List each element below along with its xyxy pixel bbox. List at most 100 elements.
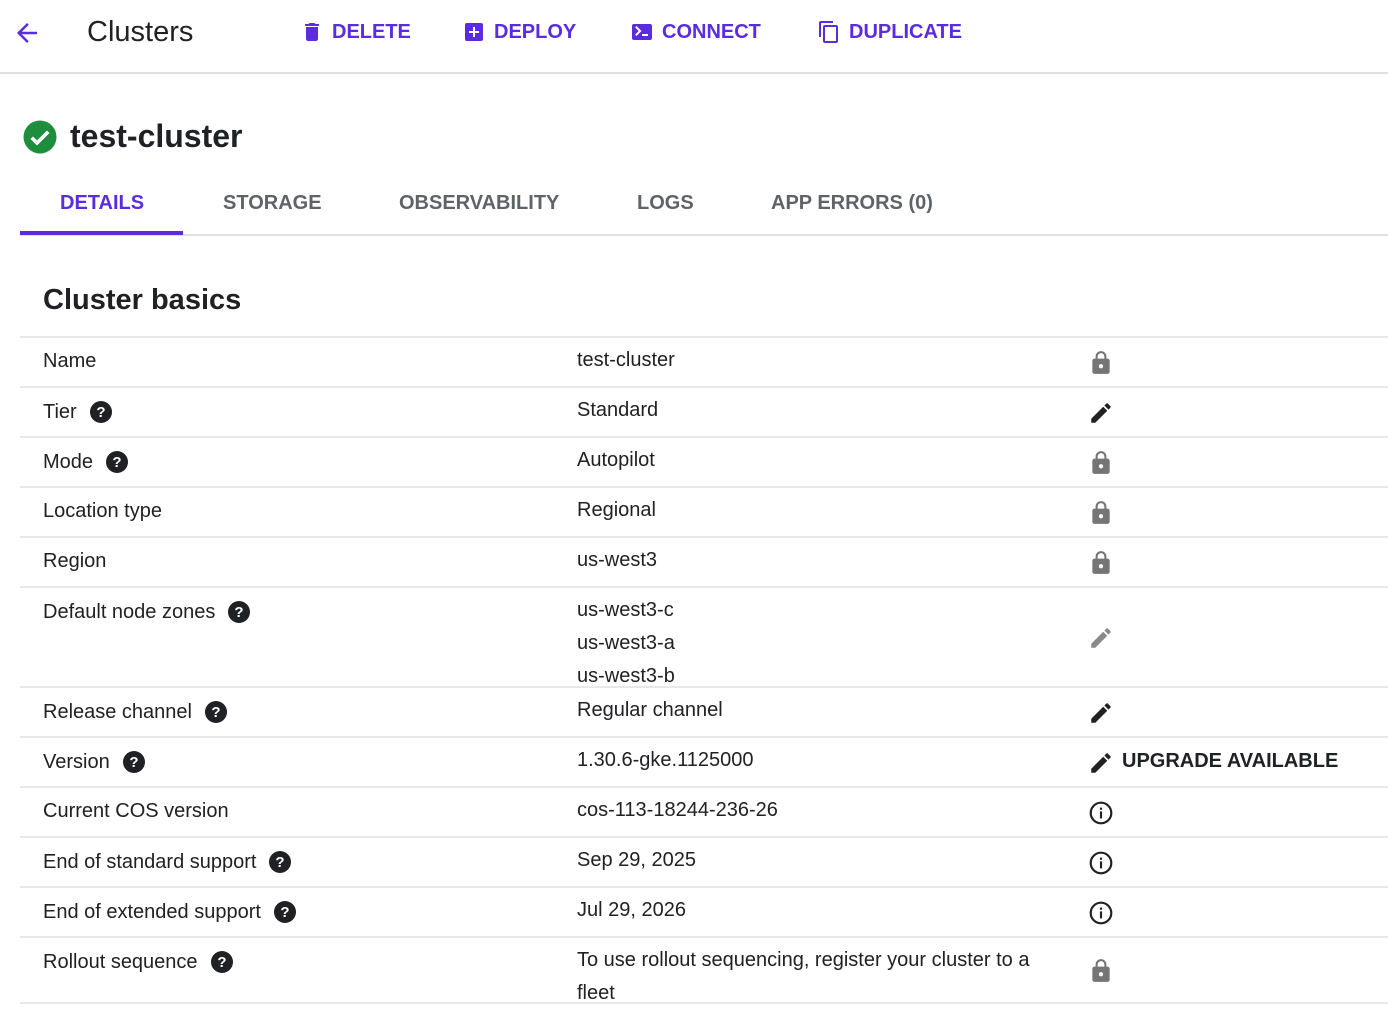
row-value: us-west3 (577, 549, 658, 571)
help-icon[interactable]: ? (204, 700, 228, 724)
svg-text:?: ? (217, 954, 226, 971)
row-label: Default node zones? (43, 600, 251, 624)
row-label: Current COS version (43, 800, 229, 823)
row-label: Region (43, 550, 106, 573)
terminal-icon (632, 24, 652, 40)
row-value: Standard (577, 399, 659, 421)
value-line: us-west3-b (577, 665, 675, 687)
row-label: Mode? (43, 450, 129, 474)
tab-details[interactable]: DETAILS (60, 192, 145, 214)
table-row: Release channel? Regular channel (20, 688, 1388, 738)
row-label: End of extended support? (43, 900, 297, 924)
deploy-button[interactable]: DEPLOY (462, 20, 576, 44)
table-row: Default node zones? us-west3-c us-west3-a… (20, 588, 1388, 688)
row-value-cell: us-west3-c us-west3-a us-west3-b (577, 594, 1057, 693)
table-row: Rollout sequence? To use rollout sequenc… (20, 938, 1388, 1004)
row-label: End of standard support? (43, 850, 292, 874)
row-label: Location type (43, 500, 162, 523)
row-value: 1.30.6-gke.1125000 (577, 749, 754, 771)
tab-logs[interactable]: LOGS (637, 192, 694, 214)
row-value-cell: Sep 29, 2025 (577, 844, 1057, 877)
cluster-name: test-cluster (70, 118, 243, 154)
row-value: Sep 29, 2025 (577, 849, 696, 871)
lock-icon (1088, 450, 1114, 476)
check-circle-icon (23, 120, 57, 153)
svg-text:?: ? (235, 604, 244, 621)
edit-icon[interactable] (1088, 750, 1114, 776)
header: Clusters DELETE DEPLOY CONNECT DUPLICATE (0, 0, 1388, 74)
help-icon[interactable]: ? (273, 900, 297, 924)
row-label-text: Tier (43, 400, 77, 423)
edit-disabled-icon (1088, 625, 1114, 651)
copy-icon (819, 21, 838, 43)
cluster-basics-table: Name test-cluster Tier? Standard Mode? A… (20, 336, 1388, 1004)
row-value-cell: 1.30.6-gke.1125000 (577, 744, 1057, 777)
delete-button[interactable]: DELETE (300, 20, 411, 44)
row-value-cell: Regional (577, 494, 1057, 527)
lock-icon (1088, 550, 1114, 576)
row-value-cell: test-cluster (577, 344, 1057, 377)
tab-observability[interactable]: OBSERVABILITY (399, 192, 560, 214)
info-icon[interactable] (1088, 850, 1114, 876)
row-label: Rollout sequence? (43, 950, 234, 974)
edit-icon[interactable] (1088, 700, 1114, 726)
table-row: Current COS version cos-113-18244-236-26 (20, 788, 1388, 838)
add-box-icon (465, 23, 483, 41)
duplicate-button[interactable]: DUPLICATE (817, 20, 962, 44)
active-tab-indicator (20, 231, 183, 235)
svg-text:?: ? (112, 454, 121, 471)
value-line: us-west3-c (577, 599, 674, 621)
row-value-cell: Autopilot (577, 444, 1057, 477)
row-label-text: Release channel (43, 700, 192, 723)
help-icon[interactable]: ? (227, 600, 251, 624)
row-value: cos-113-18244-236-26 (577, 799, 778, 821)
row-value: Regional (577, 499, 656, 521)
lock-icon (1088, 500, 1114, 526)
lock-icon (1088, 958, 1114, 984)
help-icon[interactable]: ? (268, 850, 292, 874)
row-label-text: Region (43, 550, 107, 572)
tab-app-errors[interactable]: APP ERRORS (0) (771, 192, 933, 214)
row-label: Version? (43, 750, 146, 774)
connect-button[interactable]: CONNECT (630, 20, 761, 44)
row-value: Regular channel (577, 699, 723, 721)
value-line: us-west3-a (577, 632, 675, 654)
row-value: To use rollout sequencing, register your… (577, 949, 1030, 1004)
trash-icon (305, 23, 319, 41)
row-label-text: Location type (43, 500, 162, 522)
page-title: Clusters (87, 16, 194, 48)
help-icon[interactable]: ? (210, 950, 234, 974)
delete-label: DELETE (332, 20, 411, 43)
deploy-label: DEPLOY (494, 20, 577, 43)
info-icon[interactable] (1088, 800, 1114, 826)
row-label-text: Rollout sequence (43, 950, 198, 973)
help-icon[interactable]: ? (89, 400, 113, 424)
table-row: Version? 1.30.6-gke.1125000 UPGRADE AVAI… (20, 738, 1388, 788)
table-row: End of standard support? Sep 29, 2025 (20, 838, 1388, 888)
row-value-cell: To use rollout sequencing, register your… (577, 944, 1057, 1010)
table-row: Mode? Autopilot (20, 438, 1388, 488)
upgrade-available-button[interactable]: UPGRADE AVAILABLE (1122, 750, 1339, 772)
row-value-cell: Jul 29, 2026 (577, 894, 1057, 927)
duplicate-label: DUPLICATE (849, 20, 962, 43)
svg-text:?: ? (280, 904, 289, 921)
info-icon[interactable] (1088, 900, 1114, 926)
svg-text:?: ? (129, 754, 138, 771)
row-label-text: Default node zones (43, 600, 216, 623)
row-label-text: Version (43, 750, 110, 773)
help-icon[interactable]: ? (122, 750, 146, 774)
row-value-cell: us-west3 (577, 544, 1057, 577)
row-label-text: Name (43, 350, 97, 372)
help-icon[interactable]: ? (105, 450, 129, 474)
lock-icon (1088, 350, 1114, 376)
row-label-text: End of extended support (43, 900, 261, 923)
edit-icon[interactable] (1088, 400, 1114, 426)
row-value-cell: cos-113-18244-236-26 (577, 794, 1057, 827)
table-row: Name test-cluster (20, 338, 1388, 388)
section-title: Cluster basics (43, 284, 242, 316)
back-arrow-icon[interactable] (12, 18, 42, 48)
cluster-title: test-cluster (22, 118, 243, 155)
tab-storage[interactable]: STORAGE (223, 192, 322, 214)
row-label-text: End of standard support (43, 850, 257, 873)
row-value: Autopilot (577, 449, 655, 471)
